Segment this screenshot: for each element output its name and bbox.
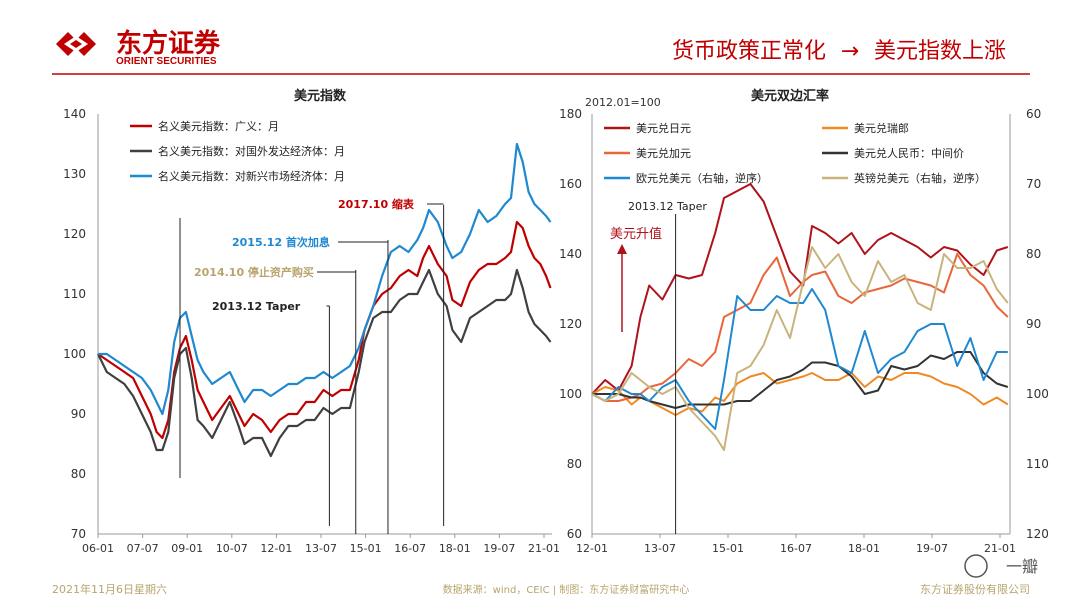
left-x-tick-label: 10-07 bbox=[216, 542, 248, 555]
left-y-tick-label: 140 bbox=[63, 107, 86, 121]
left-x-tick-label: 18-01 bbox=[439, 542, 471, 555]
right-y-tick-label: 60 bbox=[567, 527, 582, 541]
chart-left-title: 美元指数 bbox=[294, 88, 347, 104]
right-x-tick-label: 15-01 bbox=[712, 542, 744, 555]
right-legend-label-1: 美元兑日元 bbox=[636, 121, 691, 135]
chart-right-unit-note: 2012.01=100 bbox=[585, 96, 661, 109]
brand-name-en: ORIENT SECURITIES bbox=[116, 56, 217, 67]
left-x-tick-label: 09-01 bbox=[171, 542, 203, 555]
right-x-tick-label: 19-07 bbox=[916, 542, 948, 555]
chart-left-annotations: 2017.10 缩表 2015.12 首次加息 2014.10 停止资产购买 2013… bbox=[179, 197, 445, 534]
watermark-icon bbox=[964, 554, 988, 578]
right-x-tick-label: 16-07 bbox=[780, 542, 812, 555]
left-x-tick-label: 06-01 bbox=[82, 542, 114, 555]
right-legend-label-6: 英镑兑美元（右轴，逆序） bbox=[854, 171, 986, 185]
right-y2-tick-label: 60 bbox=[1026, 107, 1041, 121]
left-x-tick-label: 12-01 bbox=[260, 542, 292, 555]
left-series-line-1 bbox=[97, 220, 552, 440]
left-x-tick-label: 15-01 bbox=[350, 542, 382, 555]
left-annotation-label-1: 2017.10 缩表 bbox=[338, 197, 415, 211]
watermark: 一瓣 bbox=[964, 554, 1038, 578]
left-series-line-3 bbox=[98, 142, 552, 416]
right-series-line-2 bbox=[591, 372, 1009, 416]
chart-right-title: 美元双边汇率 bbox=[751, 88, 829, 104]
slogan-arrow: → bbox=[841, 39, 859, 64]
left-y-tick-label: 70 bbox=[71, 527, 86, 541]
right-y-tick-label: 180 bbox=[559, 107, 582, 121]
left-annotation-label-3: 2014.10 停止资产购买 bbox=[194, 265, 314, 279]
footer-company: 东方证券股份有限公司 bbox=[920, 582, 1030, 596]
chart-left-legend: 名义美元指数：广义：月名义美元指数：对国外发达经济体：月名义美元指数：对新兴市场… bbox=[130, 119, 345, 183]
right-appreciation-arrow-icon bbox=[617, 244, 627, 254]
left-annotation-label-4: 2013.12 Taper bbox=[212, 300, 301, 313]
left-series-line-2 bbox=[97, 268, 552, 458]
right-taper-label: 2013.12 Taper bbox=[628, 200, 707, 213]
right-series-line-1 bbox=[591, 183, 1009, 395]
watermark-text: 一瓣 bbox=[1006, 557, 1038, 576]
right-y-tick-label: 120 bbox=[559, 317, 582, 331]
left-x-tick-label: 19-07 bbox=[483, 542, 515, 555]
right-y-tick-label: 80 bbox=[567, 457, 582, 471]
left-y-tick-label: 90 bbox=[71, 407, 86, 421]
left-y-tick-label: 80 bbox=[71, 467, 86, 481]
right-x-tick-label: 13-07 bbox=[644, 542, 676, 555]
right-y2-tick-label: 90 bbox=[1026, 317, 1041, 331]
left-x-tick-label: 13-07 bbox=[305, 542, 337, 555]
left-x-tick-label: 07-07 bbox=[127, 542, 159, 555]
chart-right-series bbox=[591, 183, 1009, 451]
left-legend-label-2: 名义美元指数：对国外发达经济体：月 bbox=[158, 144, 345, 158]
footer-source: 数据来源：wind，CEIC | 制图：东方证券财富研究中心 bbox=[443, 583, 690, 596]
right-y2-tick-label: 100 bbox=[1026, 387, 1049, 401]
left-annotation-label-2: 2015.12 首次加息 bbox=[232, 235, 330, 249]
right-appreciation-label: 美元升值 bbox=[610, 226, 662, 242]
brand-name-cn: 东方证券 bbox=[116, 28, 221, 59]
right-y2-tick-label: 80 bbox=[1026, 247, 1041, 261]
left-legend-label-1: 名义美元指数：广义：月 bbox=[158, 119, 279, 133]
right-y2-tick-label: 110 bbox=[1026, 457, 1049, 471]
chart-left-axes: 70 80 90 100 110 120 130 140 06-01 07-07 09-01 10-0… bbox=[63, 107, 560, 555]
right-y-tick-label: 160 bbox=[559, 177, 582, 191]
chart-left-series bbox=[97, 142, 552, 458]
footer-date: 2021年11月6日星期六 bbox=[52, 582, 167, 596]
chart-usd-index: 美元指数 70 80 90 100 110 120 130 140 06-01 07-07 09-0… bbox=[63, 88, 560, 555]
left-y-tick-label: 110 bbox=[63, 287, 86, 301]
right-series-line-3 bbox=[591, 253, 1009, 402]
right-series-line-6 bbox=[591, 246, 1009, 451]
left-x-tick-label: 21-01 bbox=[528, 542, 560, 555]
right-y2-tick-label: 120 bbox=[1026, 527, 1049, 541]
right-y-tick-label: 140 bbox=[559, 247, 582, 261]
left-x-tick-label: 16-07 bbox=[394, 542, 426, 555]
right-x-tick-label: 18-01 bbox=[848, 542, 880, 555]
right-x-tick-label: 12-01 bbox=[576, 542, 608, 555]
right-legend-label-4: 美元兑人民币：中间价 bbox=[854, 146, 964, 160]
right-legend-label-3: 美元兑加元 bbox=[636, 146, 691, 160]
right-x-tick-label: 21-01 bbox=[984, 542, 1016, 555]
right-series-line-5 bbox=[591, 288, 1008, 430]
slogan-left: 货币政策正常化 bbox=[672, 39, 826, 64]
chart-right-annotations: 2013.12 Taper 美元升值 bbox=[610, 200, 707, 534]
brand-logo: 东方证券 ORIENT SECURITIES bbox=[56, 28, 221, 67]
left-y-tick-label: 130 bbox=[63, 167, 86, 181]
right-legend-label-5: 欧元兑美元（右轴，逆序） bbox=[636, 171, 768, 185]
right-y-tick-label: 100 bbox=[559, 387, 582, 401]
logo-mark-icon bbox=[56, 32, 96, 56]
slogan-right: 美元指数上涨 bbox=[874, 39, 1006, 64]
left-legend-label-3: 名义美元指数：对新兴市场经济体：月 bbox=[158, 169, 345, 183]
right-y2-tick-label: 70 bbox=[1026, 177, 1041, 191]
right-legend-label-2: 美元兑瑞郎 bbox=[854, 121, 909, 135]
left-y-tick-label: 100 bbox=[63, 347, 86, 361]
left-y-tick-label: 120 bbox=[63, 227, 86, 241]
right-series-line-4 bbox=[592, 351, 1009, 409]
chart-right-axes: 60 80 100 120 140 160 180 60 70 80 90 100 110 120 12-0… bbox=[559, 107, 1049, 555]
